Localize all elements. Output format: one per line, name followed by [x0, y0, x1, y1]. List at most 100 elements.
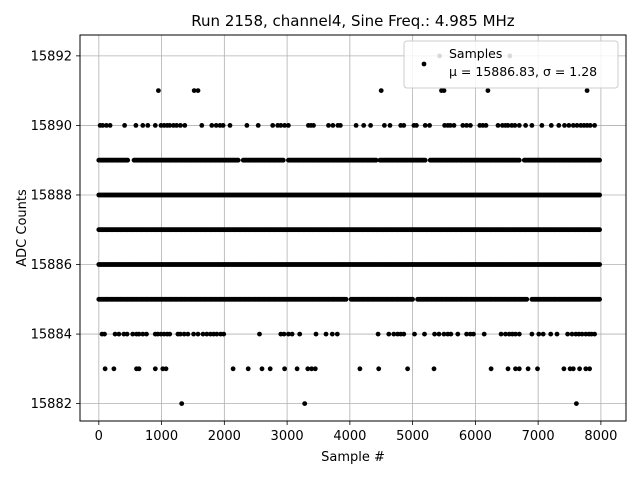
data-point	[597, 227, 602, 233]
data-point	[122, 123, 127, 128]
data-point	[503, 331, 508, 337]
data-point	[536, 331, 542, 337]
data-point	[353, 123, 359, 128]
data-point	[525, 366, 531, 372]
data-point	[368, 123, 373, 128]
data-point	[471, 331, 476, 337]
data-point	[334, 331, 340, 337]
data-point	[512, 123, 518, 128]
y-axis-label: ADC Counts	[15, 189, 30, 267]
x-tick-label: 6000	[459, 429, 492, 444]
data-point	[191, 88, 197, 93]
data-point	[570, 123, 576, 128]
data-point	[597, 262, 602, 267]
data-point	[375, 331, 381, 337]
data-point	[455, 331, 461, 337]
data-point	[386, 331, 392, 337]
data-point	[592, 331, 597, 337]
data-point	[297, 331, 303, 337]
data-point	[102, 366, 108, 372]
data-point	[221, 331, 227, 337]
data-point	[195, 88, 201, 93]
data-point	[235, 157, 241, 163]
data-point	[323, 331, 329, 337]
data-point	[305, 366, 311, 372]
x-tick-label: 5000	[396, 429, 429, 444]
data-point	[133, 123, 139, 128]
x-tick-label: 4000	[333, 429, 366, 444]
data-point	[185, 331, 191, 337]
data-point	[464, 331, 469, 337]
data-point	[136, 366, 142, 372]
data-point	[431, 366, 437, 372]
data-point	[516, 331, 522, 337]
data-point	[436, 331, 442, 337]
x-tick-label: 1000	[145, 429, 178, 444]
data-point	[569, 331, 575, 337]
data-point	[597, 192, 602, 198]
data-point	[104, 123, 109, 128]
data-point	[230, 366, 236, 372]
data-point	[286, 331, 291, 337]
data-point	[357, 366, 363, 372]
data-point	[125, 157, 131, 163]
data-point	[191, 331, 197, 337]
data-point	[195, 331, 201, 337]
data-point	[302, 401, 308, 406]
data-point	[535, 366, 540, 372]
data-point	[460, 123, 466, 128]
data-point	[312, 366, 318, 372]
data-point	[447, 123, 453, 128]
data-point	[505, 123, 511, 128]
data-point	[167, 123, 173, 128]
data-point	[329, 331, 335, 337]
data-point	[495, 123, 501, 128]
legend-label-samples: Samples	[449, 46, 502, 61]
data-point	[181, 331, 187, 337]
data-point	[414, 123, 419, 128]
data-point	[548, 331, 554, 337]
data-point	[278, 123, 284, 128]
data-points	[96, 53, 602, 406]
data-point	[410, 296, 415, 302]
y-tick-label: 15888	[31, 188, 72, 203]
data-point	[562, 123, 567, 128]
legend-box	[403, 40, 619, 89]
data-point	[584, 88, 590, 93]
data-point	[116, 331, 122, 337]
data-point	[286, 123, 291, 128]
data-point	[130, 331, 136, 337]
data-point	[441, 88, 447, 93]
plot-area-frame	[79, 34, 627, 422]
data-point	[267, 366, 273, 372]
legend-marker-samples	[421, 61, 427, 67]
data-point	[583, 366, 589, 372]
data-point	[565, 331, 570, 337]
data-point	[524, 296, 530, 302]
data-point	[513, 331, 518, 337]
data-point	[214, 331, 220, 337]
data-point	[592, 123, 597, 128]
data-point	[313, 331, 319, 337]
data-point	[100, 123, 105, 128]
data-point	[282, 123, 287, 128]
data-point	[405, 366, 410, 372]
data-point	[204, 331, 210, 337]
data-point	[387, 123, 393, 128]
data-point	[464, 123, 469, 128]
x-tick-label: 8000	[584, 429, 617, 444]
data-point	[540, 331, 546, 337]
data-point	[136, 331, 142, 337]
data-point	[574, 123, 580, 128]
data-point	[597, 157, 602, 163]
data-point	[182, 123, 188, 128]
data-point	[548, 123, 554, 128]
data-point	[412, 331, 417, 337]
y-tick-label: 15882	[31, 397, 72, 412]
data-point	[516, 123, 522, 128]
data-point	[382, 123, 387, 128]
data-point	[516, 157, 522, 163]
legend: Samples μ = 15886.83, σ = 1.28	[403, 40, 619, 89]
data-point	[343, 296, 349, 302]
data-point	[422, 123, 428, 128]
